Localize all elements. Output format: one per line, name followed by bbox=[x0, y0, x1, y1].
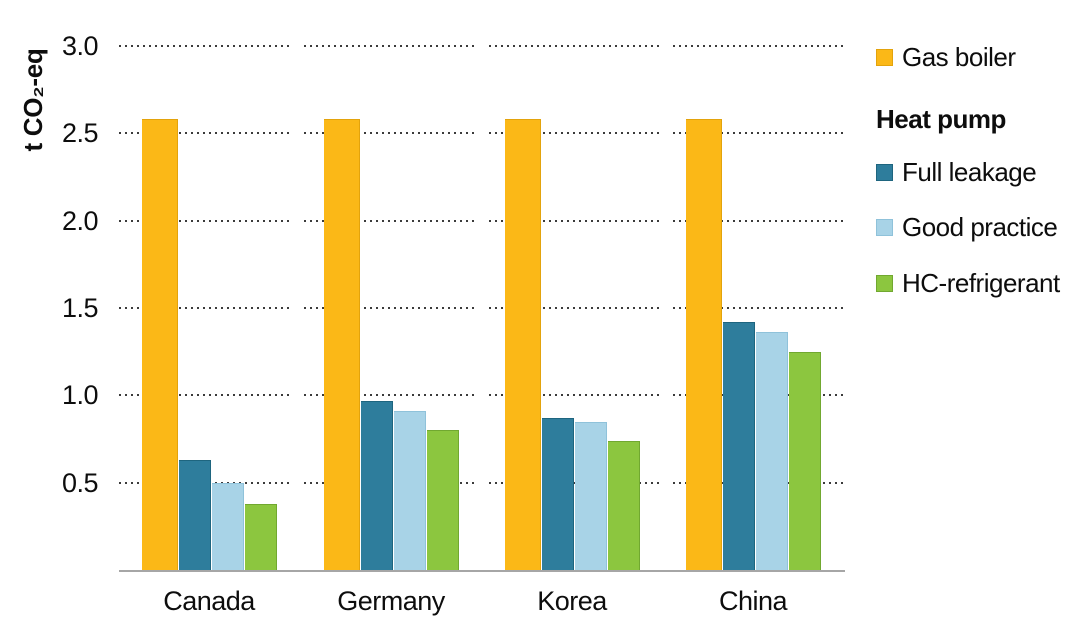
legend-swatch-gas-boiler bbox=[876, 48, 893, 66]
gridline-2.0 bbox=[119, 219, 845, 222]
y-tick-label: 0.5 bbox=[61, 467, 99, 498]
legend-label: Full leakage bbox=[902, 156, 1037, 187]
y-tick-label: 2.0 bbox=[61, 205, 99, 236]
gridline-segment bbox=[303, 307, 476, 309]
gridline-segment bbox=[119, 132, 291, 135]
bar-group-germany bbox=[324, 46, 459, 570]
gridline-segment bbox=[303, 219, 476, 222]
legend-label: HC-refrigerant bbox=[902, 267, 1060, 298]
gridline-segment bbox=[673, 45, 845, 47]
bar-gas-boiler-china bbox=[686, 119, 722, 570]
gridline-segment bbox=[303, 394, 476, 397]
x-label-china: China bbox=[718, 586, 788, 616]
x-label-germany: Germany bbox=[337, 586, 445, 616]
bar-gas-boiler-korea bbox=[505, 119, 541, 570]
legend-item-gas-boiler: Gas boiler bbox=[876, 42, 1016, 72]
legend-label: Gas boiler bbox=[902, 41, 1016, 72]
bar-good-practice-china bbox=[756, 332, 788, 570]
legend-item-hc-refrigerant: HC-refrigerant bbox=[876, 268, 1060, 298]
gridline-segment bbox=[303, 45, 476, 47]
gridline-segment bbox=[119, 394, 291, 397]
y-tick-label: 2.5 bbox=[61, 118, 99, 149]
legend-group-header: Heat pump bbox=[876, 104, 1006, 134]
bar-full-leakage-china bbox=[723, 322, 755, 570]
bar-hc-refrigerant-korea bbox=[608, 441, 640, 570]
bar-gas-boiler-germany bbox=[324, 119, 360, 570]
gridline-segment bbox=[119, 307, 291, 309]
gridline-1.5 bbox=[119, 307, 845, 309]
bar-group-china bbox=[686, 46, 821, 570]
plot-area bbox=[119, 45, 845, 572]
legend-label: Heat pump bbox=[876, 103, 1006, 134]
legend-swatch-hc-refrigerant bbox=[876, 274, 893, 292]
bar-group-canada bbox=[142, 46, 277, 570]
bar-good-practice-canada bbox=[212, 483, 244, 570]
legend-label: Good practice bbox=[902, 211, 1058, 242]
bar-full-leakage-korea bbox=[542, 418, 574, 570]
gridline-segment bbox=[488, 394, 661, 397]
gridline-segment bbox=[673, 132, 845, 135]
gridline-segment bbox=[488, 45, 661, 47]
gridline-segment bbox=[119, 45, 291, 47]
x-label-korea: Korea bbox=[537, 586, 607, 616]
gridline-segment bbox=[488, 307, 661, 309]
bar-full-leakage-canada bbox=[179, 460, 211, 570]
bar-good-practice-korea bbox=[575, 422, 607, 570]
gridline-3.0 bbox=[119, 45, 845, 47]
bar-group-korea bbox=[505, 46, 640, 570]
bar-good-practice-germany bbox=[394, 411, 426, 570]
legend-item-full-leakage: Full leakage bbox=[876, 156, 1037, 187]
legend-swatch-good-practice bbox=[876, 218, 893, 236]
gridline-segment bbox=[303, 132, 476, 135]
gridline-segment bbox=[488, 481, 661, 484]
bar-full-leakage-germany bbox=[361, 401, 393, 570]
bar-hc-refrigerant-china bbox=[789, 352, 821, 570]
gridline-segment bbox=[488, 132, 661, 135]
legend-swatch-full-leakage bbox=[876, 163, 893, 181]
bar-hc-refrigerant-germany bbox=[427, 430, 459, 570]
x-label-canada: Canada bbox=[163, 586, 255, 616]
gridline-segment bbox=[673, 307, 845, 309]
bar-hc-refrigerant-canada bbox=[245, 504, 277, 570]
gridline-segment bbox=[488, 219, 661, 222]
y-tick-label: 1.0 bbox=[61, 380, 99, 411]
legend: Gas boiler Heat pump Full leakage Good prac… bbox=[876, 0, 1066, 320]
legend-item-good-practice: Good practice bbox=[876, 211, 1058, 242]
gridline-segment bbox=[673, 219, 845, 222]
y-tick-label: 3.0 bbox=[61, 31, 99, 61]
gridline-segment bbox=[119, 219, 291, 222]
bar-gas-boiler-canada bbox=[142, 119, 178, 570]
y-axis-title: t CO₂-eq bbox=[18, 48, 48, 152]
y-tick-label: 1.5 bbox=[61, 293, 99, 323]
gridline-2.5 bbox=[119, 132, 845, 135]
